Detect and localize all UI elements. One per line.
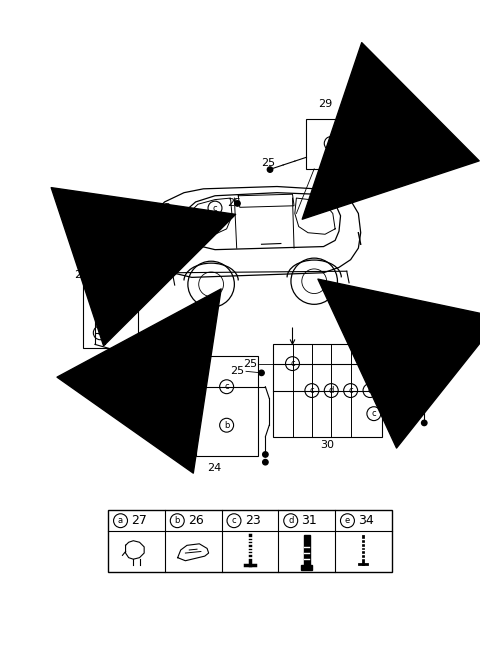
Text: a: a: [100, 305, 105, 314]
Circle shape: [263, 459, 268, 465]
Text: b: b: [224, 420, 229, 430]
Circle shape: [263, 452, 268, 457]
Text: c: c: [368, 386, 372, 395]
Bar: [306, 119, 357, 169]
Bar: [301, 565, 312, 570]
Text: 25: 25: [227, 199, 241, 209]
Text: a: a: [118, 516, 123, 525]
Text: c: c: [369, 139, 373, 148]
Circle shape: [121, 352, 126, 357]
Text: 28: 28: [172, 420, 187, 430]
Text: c: c: [232, 516, 236, 525]
Text: e: e: [329, 139, 334, 148]
Bar: [273, 344, 382, 437]
Text: 24: 24: [74, 270, 88, 280]
Text: a: a: [178, 209, 183, 218]
Text: e: e: [345, 516, 350, 525]
Text: 25: 25: [230, 366, 245, 377]
Text: 34: 34: [358, 514, 374, 527]
Text: c: c: [310, 386, 314, 395]
Text: 30: 30: [320, 440, 335, 450]
Text: 32: 32: [380, 138, 394, 148]
Circle shape: [235, 201, 240, 206]
Bar: [83, 213, 137, 348]
Text: 32: 32: [409, 359, 423, 369]
Text: 32: 32: [409, 386, 423, 396]
Bar: [303, 535, 310, 565]
Bar: [196, 356, 258, 456]
Text: c: c: [290, 359, 295, 368]
Text: 27: 27: [132, 514, 147, 527]
Text: 23: 23: [245, 514, 261, 527]
Text: 22: 22: [85, 194, 99, 204]
Circle shape: [421, 420, 427, 426]
Text: a: a: [96, 243, 101, 253]
Text: 29: 29: [318, 99, 332, 109]
Text: 25: 25: [243, 359, 258, 369]
Bar: [149, 233, 165, 242]
Circle shape: [267, 167, 273, 173]
Text: 24: 24: [207, 462, 221, 472]
Text: b: b: [175, 516, 180, 525]
Text: c: c: [213, 203, 217, 213]
Text: b: b: [97, 328, 103, 337]
Text: d: d: [329, 386, 334, 395]
Text: c: c: [372, 409, 376, 418]
Text: 31: 31: [301, 514, 317, 527]
Text: 22: 22: [157, 203, 171, 213]
Text: 25: 25: [262, 158, 276, 169]
Circle shape: [259, 370, 264, 375]
Text: c: c: [224, 382, 229, 391]
Text: a: a: [162, 211, 167, 220]
Text: a: a: [106, 274, 110, 283]
Text: 26: 26: [188, 514, 204, 527]
Text: d: d: [288, 516, 293, 525]
Circle shape: [402, 386, 408, 391]
Text: c: c: [348, 386, 353, 395]
Bar: [108, 510, 392, 571]
